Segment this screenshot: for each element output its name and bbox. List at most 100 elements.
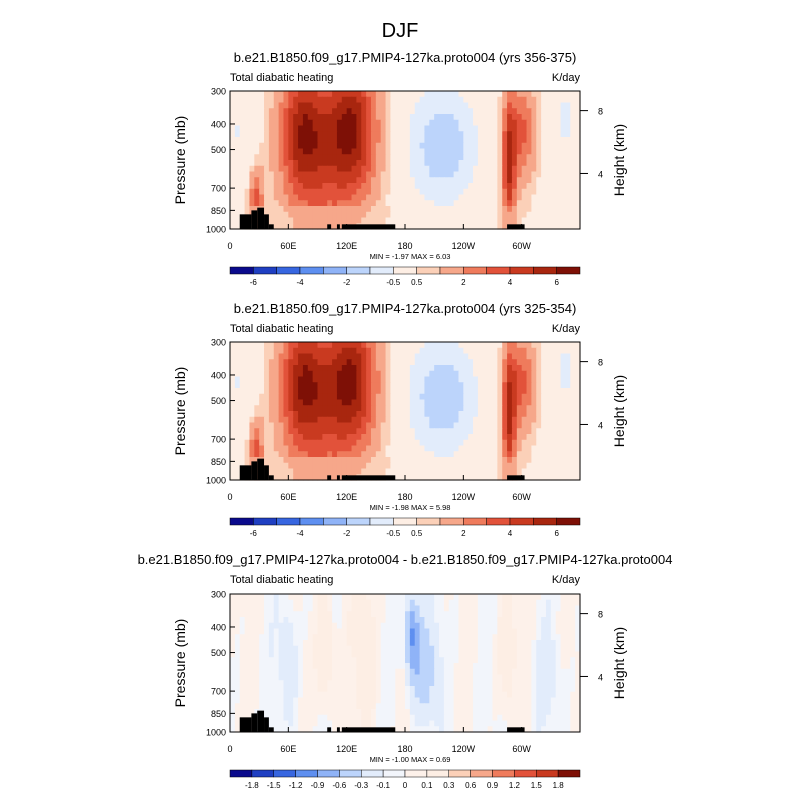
heat-cell: [487, 223, 494, 230]
heat-cell: [346, 91, 353, 98]
heat-cell: [239, 640, 246, 647]
heat-cell: [492, 393, 498, 401]
heat-cell: [327, 148, 333, 155]
heat-cell: [259, 125, 265, 132]
heat-cell: [293, 645, 299, 653]
heat-cell: [332, 605, 338, 612]
heat-cell: [273, 393, 280, 401]
heat-cell: [249, 674, 255, 681]
heat-cell: [278, 194, 285, 201]
heat-cell: [575, 206, 581, 213]
heat-cell: [307, 131, 314, 138]
heat-cell: [395, 342, 401, 349]
heat-cell: [511, 194, 518, 201]
heat-cell: [545, 188, 552, 196]
heat-cell: [336, 680, 343, 687]
heat-cell: [336, 188, 343, 196]
heat-cell: [322, 462, 328, 470]
heat-cell: [307, 697, 314, 704]
heat-cell: [526, 125, 532, 132]
heat-cell: [458, 194, 464, 201]
heat-cell: [565, 137, 571, 144]
heat-cell: [448, 119, 455, 127]
heat-cell: [259, 645, 265, 653]
heat-cell: [302, 594, 309, 601]
heat-cell: [370, 628, 377, 635]
heat-cell: [249, 399, 255, 406]
heat-cell: [370, 686, 377, 693]
panel-subtitle-right: K/day: [552, 574, 581, 586]
heat-cell: [356, 451, 362, 458]
heat-cell: [541, 188, 547, 196]
heat-cell: [429, 416, 435, 424]
heat-cell: [327, 416, 333, 424]
heat-cell: [545, 680, 552, 687]
heat-cell: [356, 468, 362, 475]
heat-cell: [298, 353, 304, 360]
heat-cell: [268, 680, 275, 687]
heat-cell: [341, 439, 348, 447]
heat-cell: [390, 393, 396, 401]
heat-cell: [293, 388, 299, 395]
heat-cell: [302, 622, 309, 630]
heat-cell: [545, 96, 552, 104]
heat-cell: [414, 663, 421, 670]
heat-cell: [434, 108, 440, 115]
heat-cell: [390, 160, 396, 167]
heat-cell: [424, 200, 430, 207]
heat-cell: [298, 434, 304, 441]
heat-cell: [473, 370, 479, 378]
heat-cell: [545, 342, 552, 349]
heat-cell: [366, 206, 372, 213]
heat-cell: [390, 194, 396, 201]
heat-cell: [341, 376, 348, 383]
heat-cell: [336, 640, 343, 647]
heat-cell: [332, 457, 338, 464]
heat-cell: [322, 206, 328, 213]
heat-cell: [550, 462, 557, 470]
heat-cell: [317, 657, 323, 664]
heat-cell: [414, 634, 421, 641]
heat-cell: [249, 137, 255, 144]
heat-field: [230, 91, 581, 230]
heat-cell: [288, 171, 294, 178]
heat-cell: [239, 342, 246, 349]
heat-cell: [259, 370, 265, 378]
heat-cell: [448, 599, 455, 607]
heat-cell: [254, 131, 260, 138]
heat-cell: [288, 474, 294, 481]
heat-cell: [341, 353, 348, 360]
heat-cell: [541, 353, 547, 360]
heat-cell: [307, 605, 314, 612]
heat-cell: [536, 353, 542, 360]
heat-cell: [293, 160, 299, 167]
heat-cell: [424, 622, 430, 630]
heat-cell: [273, 599, 280, 607]
heat-cell: [448, 668, 455, 676]
heat-cell: [230, 599, 236, 607]
heat-cell: [244, 102, 251, 109]
heat-cell: [278, 359, 285, 366]
heat-cell: [288, 102, 294, 109]
heat-cell: [477, 422, 484, 429]
heat-cell: [545, 605, 552, 612]
heat-cell: [458, 131, 464, 138]
heat-cell: [341, 194, 348, 201]
heat-cell: [565, 674, 571, 681]
heat-cell: [273, 194, 280, 201]
heat-cell: [477, 119, 484, 127]
heat-cell: [385, 697, 392, 704]
heat-cell: [468, 445, 474, 452]
heat-cell: [375, 399, 382, 406]
heat-cell: [482, 388, 489, 395]
heat-cell: [336, 96, 343, 104]
heat-cell: [482, 96, 489, 104]
heat-cell: [341, 680, 348, 687]
heat-cell: [541, 439, 547, 447]
heat-cell: [370, 365, 377, 372]
heat-cell: [555, 359, 562, 366]
heat-cell: [507, 405, 513, 412]
heat-cell: [570, 640, 576, 647]
heat-cell: [560, 674, 567, 681]
heat-cell: [370, 468, 377, 475]
